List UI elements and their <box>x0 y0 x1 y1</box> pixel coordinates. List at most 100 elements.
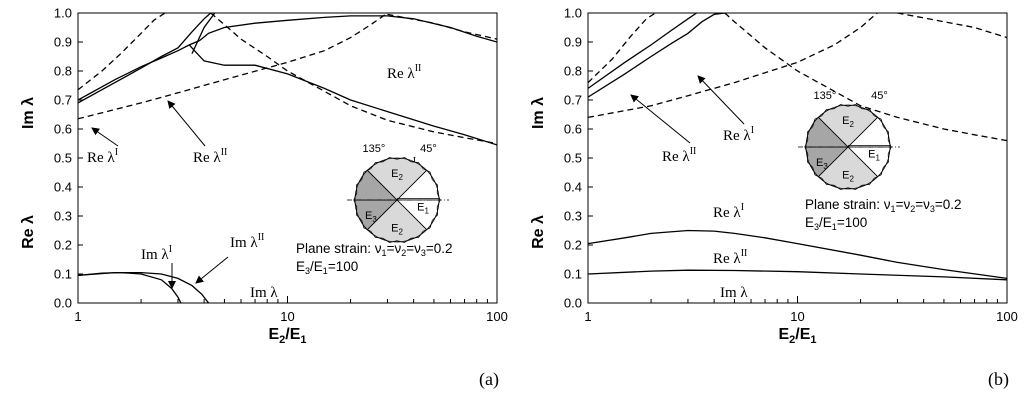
inset-label-e1-index: 1 <box>875 154 880 163</box>
series-line-2 <box>199 15 497 43</box>
label-im-lambda-ii-sup: II <box>258 232 265 243</box>
label-im-lambda-base: Im λ <box>720 285 748 301</box>
label-re-lambda-ii-lower-base: Re λ <box>713 251 741 267</box>
series-line-6 <box>78 13 388 120</box>
note-line-2: E3/E1=100 <box>805 215 867 232</box>
inset-label-e2-top-index: 2 <box>398 173 403 182</box>
nu: ν <box>375 241 382 256</box>
y-axis-label-re: Re λ <box>530 215 547 249</box>
series-line-1 <box>78 40 200 101</box>
label-re-lambda-ii-upper-base: Re λ <box>387 66 415 82</box>
note-line-2: E3/E1=100 <box>296 259 358 276</box>
label-re-lambda-ii-upper-sup: II <box>690 146 697 157</box>
ratio-slash: /E <box>310 259 323 274</box>
inset-label-e1-index: 1 <box>424 207 429 216</box>
note-line-1: Plane strain: ν1=ν2=ν3=0.2 <box>296 241 453 258</box>
y-tick-label: 0.1 <box>564 267 582 282</box>
x-tick-label: 10 <box>790 309 804 324</box>
nu-sub: 1 <box>891 204 896 214</box>
angle-45-label: 45° <box>420 143 437 155</box>
nu-sub: 1 <box>382 248 387 258</box>
y-tick-label: 0.7 <box>54 93 72 108</box>
x-tick-label: 10 <box>280 309 294 324</box>
y-tick-label: 0.3 <box>54 209 72 224</box>
series-line-8 <box>387 13 497 40</box>
label-re-lambda-ii-lower: Re λII <box>713 248 747 267</box>
inset-label-e2-bottom: E2 <box>842 170 854 184</box>
inset-label-e1-letter: E <box>417 202 424 214</box>
y-axis-label-im: Im λ <box>20 97 37 129</box>
angle-135-label: 135° <box>363 143 386 155</box>
inset-label-e2-top: E2 <box>842 115 854 129</box>
x-tick-label: 100 <box>486 309 508 324</box>
ratio-val: =100 <box>328 259 358 274</box>
inset-label-e3-index: 3 <box>372 215 377 224</box>
label-re-lambda-ii-lower-sup: II <box>741 248 748 259</box>
inset-label-e2-bottom-index: 2 <box>849 175 854 184</box>
y-tick-label: 0.5 <box>564 151 582 166</box>
inset-outline <box>804 104 892 190</box>
y-tick-label: 1.0 <box>564 6 582 21</box>
label-re-lambda-ii-upper: Re λII <box>662 146 696 165</box>
xlabel-e: E <box>268 326 279 343</box>
y-tick-label: 0.8 <box>54 64 72 79</box>
y-axis-label-re: Re λ <box>20 215 37 249</box>
x-tick-label: 1 <box>74 309 81 324</box>
arrow-im-lambda-ii <box>195 256 229 284</box>
eq: =0.2 <box>426 241 453 256</box>
eq: =ν <box>387 241 402 256</box>
ratio-sub: 3 <box>305 266 310 276</box>
angle-135-label: 135° <box>814 90 837 102</box>
inset-label-e3: E3 <box>365 210 377 224</box>
xlabel-sub2: 1 <box>810 334 816 346</box>
label-re-lambda-ii-mid-sup: II <box>221 147 228 158</box>
x-tick-label: 1 <box>584 309 591 324</box>
label-re-lambda-ii-upper-sup: II <box>415 63 422 74</box>
inset-label-e2-top-letter: E <box>391 168 398 180</box>
label-re-lambda-i-lower-base: Re λ <box>713 205 741 221</box>
y-tick-label: 0.1 <box>54 267 72 282</box>
arrow-re-lambda-ii <box>630 94 691 144</box>
xlabel-sub1: 2 <box>279 334 285 346</box>
series-line-4 <box>191 13 216 54</box>
label-im-lambda-i: Im λI <box>141 244 172 263</box>
label-re-lambda-i-upper-base: Re λ <box>723 128 751 144</box>
panel-label: (b) <box>988 369 1009 390</box>
y-tick-label: 0.2 <box>564 238 582 253</box>
label-im-lambda-i-sup: I <box>169 244 172 255</box>
label-re-lambda-ii-upper: Re λII <box>387 63 421 82</box>
inset-label-e2-bottom-index: 2 <box>398 228 403 237</box>
label-im-lambda-base: Im λ <box>250 285 278 301</box>
series-line-7 <box>210 13 497 145</box>
xlabel-e: E <box>778 326 789 343</box>
inset-label-e3: E3 <box>816 157 828 171</box>
angle-45-label: 45° <box>871 90 888 102</box>
series-line-5 <box>78 13 166 91</box>
ratio-slash: /E <box>819 215 832 230</box>
inset-label-e3-letter: E <box>816 157 823 169</box>
xlabel-slash: /E <box>795 326 810 343</box>
inset-label-e3-index: 3 <box>823 162 828 171</box>
series-line-6 <box>588 229 1007 280</box>
label-re-lambda-i-left-base: Re λ <box>87 150 115 166</box>
series-line-9 <box>78 271 182 303</box>
label-re-lambda-i-upper: Re λI <box>723 125 754 144</box>
label-re-lambda-ii-mid: Re λII <box>193 147 227 166</box>
label-re-lambda-i-left: Re λI <box>87 147 118 166</box>
series-line-2 <box>588 13 656 84</box>
xlabel-sub1: 2 <box>789 334 795 346</box>
inset-label-e2-top-letter: E <box>842 115 849 127</box>
sector-e2-bottom <box>366 199 428 243</box>
eq: =ν <box>406 241 421 256</box>
eq: =0.2 <box>935 197 962 212</box>
ratio-e: E <box>805 215 814 230</box>
y-tick-label: 0.9 <box>54 35 72 50</box>
eq: =ν <box>915 197 930 212</box>
ratio-sub: 1 <box>832 222 837 232</box>
xlabel-sub2: 1 <box>300 334 306 346</box>
inset-label-e2-top: E2 <box>391 168 403 182</box>
inset-label-e3-letter: E <box>365 210 372 222</box>
series-group <box>78 13 497 303</box>
note-prefix: Plane strain: <box>805 197 884 212</box>
